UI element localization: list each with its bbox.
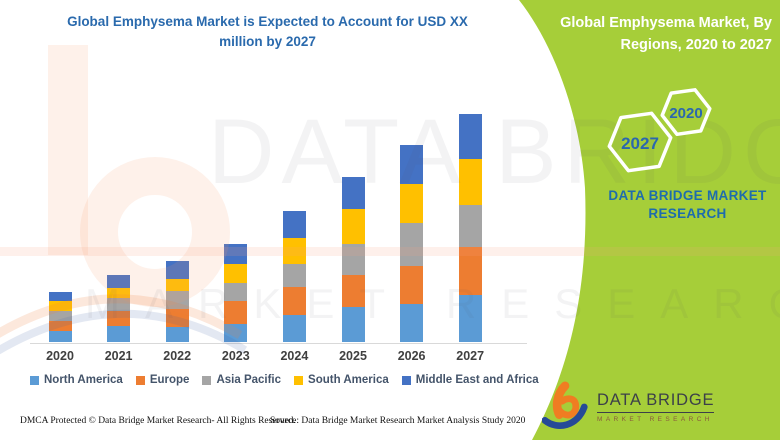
bar-segment-2021-asia-pacific	[107, 298, 131, 311]
bar-segment-2024-europe	[282, 287, 306, 315]
bar-segment-2023-south-america	[224, 264, 248, 283]
logo-blue-swoosh	[542, 403, 588, 429]
panel-brand-line1: DATA BRIDGE MARKET	[608, 188, 767, 203]
bar-segment-2022-asia-pacific	[165, 291, 189, 309]
legend-label: Asia Pacific	[216, 374, 282, 386]
panel-heading: Global Emphysema Market, By Regions, 202…	[560, 15, 772, 54]
panel-brand-line2: RESEARCH	[648, 206, 727, 222]
bar-segment-2024-asia-pacific	[282, 264, 306, 287]
bar-segment-2027-south-america	[458, 159, 482, 205]
bar-segment-2023-middle-east-and-africa	[224, 244, 248, 264]
legend-label: South America	[308, 374, 389, 386]
legend-label: North America	[44, 374, 123, 386]
bar-2022	[165, 261, 189, 342]
legend-item-asia-pacific: Asia Pacific	[202, 374, 281, 386]
chart-title-line1: Global Emphysema Market is Expected to A…	[67, 14, 468, 29]
legend-item-north-america: North America	[30, 374, 123, 386]
bar-segment-2020-middle-east-and-africa	[48, 292, 72, 301]
legend-item-middle-east-and-africa: Middle East and Africa	[401, 374, 539, 386]
x-axis-line	[30, 343, 527, 344]
bar-segment-2020-north-america	[48, 331, 72, 342]
x-axis-label-2021: 2021	[104, 349, 133, 363]
legend-item-south-america: South America	[294, 374, 389, 386]
legend-label: Europe	[149, 374, 190, 386]
databridge-logo: DATA BRIDGE MARKET RESEARCH	[542, 381, 715, 431]
bar-segment-2024-middle-east-and-africa	[282, 211, 306, 238]
bar-segment-2021-middle-east-and-africa	[107, 275, 131, 288]
bar-segment-2027-north-america	[458, 295, 482, 342]
bar-segment-2027-asia-pacific	[458, 205, 482, 247]
legend-swatch	[401, 375, 411, 385]
bar-segment-2027-europe	[458, 247, 482, 295]
bar-segment-2026-south-america	[400, 184, 424, 223]
x-axis-label-2020: 2020	[46, 349, 74, 363]
bar-segment-2023-north-america	[224, 324, 248, 342]
footer-source-text: Source: Data Bridge Market Research Mark…	[270, 416, 526, 426]
footer-dmca-text: DMCA Protected © Data Bridge Market Rese…	[20, 416, 296, 426]
legend-item-europe: Europe	[135, 374, 190, 386]
bar-segment-2021-europe	[107, 311, 131, 326]
x-axis-label-2026: 2026	[397, 349, 426, 363]
bar-segment-2020-asia-pacific	[48, 311, 72, 321]
bar-segment-2023-asia-pacific	[224, 283, 248, 301]
bar-segment-2025-north-america	[341, 307, 365, 342]
legend-label: Middle East and Africa	[415, 374, 539, 386]
bar-2024	[282, 211, 306, 342]
bar-2020	[48, 292, 72, 342]
bar-segment-2026-middle-east-and-africa	[400, 145, 424, 184]
bar-segment-2022-north-america	[165, 327, 189, 342]
x-axis-label-2025: 2025	[339, 349, 367, 363]
bar-segment-2024-south-america	[282, 238, 306, 264]
bar-2021	[107, 275, 131, 342]
bar-2025	[341, 177, 365, 342]
logo-b-bowl	[554, 395, 580, 419]
legend-swatch	[294, 375, 304, 385]
bar-segment-2025-south-america	[341, 209, 365, 244]
bar-segment-2024-north-america	[282, 315, 306, 342]
panel-brand-text: DATA BRIDGE MARKET RESEARCH	[590, 187, 780, 223]
bar-segment-2022-middle-east-and-africa	[165, 261, 189, 279]
databridge-logo-mark	[542, 381, 588, 429]
bar-segment-2021-north-america	[107, 326, 131, 342]
bar-segment-2026-europe	[400, 266, 424, 304]
bar-segment-2026-asia-pacific	[400, 223, 424, 266]
logo-text: DATA BRIDGE MARKET RESEARCH	[597, 391, 715, 423]
legend-swatch	[30, 375, 39, 385]
logo-name: DATA BRIDGE	[597, 391, 715, 413]
bar-segment-2022-europe	[165, 309, 189, 327]
chart-title: Global Emphysema Market is Expected to A…	[15, 12, 520, 53]
bar-segment-2020-europe	[48, 321, 72, 331]
bar-segment-2023-europe	[224, 301, 248, 324]
bar-2026	[400, 145, 424, 342]
bar-segment-2025-asia-pacific	[341, 244, 365, 275]
chart-legend: North America Europe Asia Pacific South Ame…	[30, 374, 539, 386]
x-axis-label-2024: 2024	[280, 349, 309, 363]
bar-segment-2022-south-america	[165, 279, 189, 291]
chart-title-line2: million by 2027	[219, 34, 316, 50]
logo-subtitle: MARKET RESEARCH	[597, 416, 713, 423]
bar-2027	[458, 114, 482, 342]
x-axis-label-2023: 2023	[221, 349, 250, 363]
bar-segment-2026-north-america	[400, 304, 424, 342]
bar-2023	[224, 244, 248, 342]
bar-segment-2020-south-america	[48, 301, 72, 311]
legend-swatch	[135, 375, 145, 385]
x-axis-label-2027: 2027	[456, 349, 485, 363]
bar-segment-2025-middle-east-and-africa	[341, 177, 365, 209]
bar-segment-2027-middle-east-and-africa	[458, 114, 482, 159]
green-panel-shape	[519, 0, 780, 440]
legend-swatch	[202, 375, 212, 385]
bar-segment-2021-south-america	[107, 288, 131, 298]
x-axis-label-2022: 2022	[163, 349, 192, 363]
bar-segment-2025-europe	[341, 275, 365, 307]
